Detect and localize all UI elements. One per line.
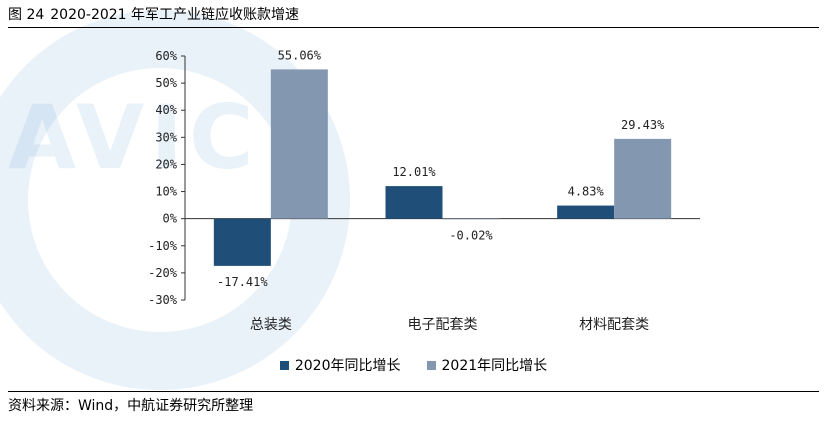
y-tick-label: 30%: [155, 130, 177, 144]
legend-label-2020: 2020年同比增长: [294, 358, 401, 374]
legend-item-2021: 2021年同比增长: [426, 355, 548, 375]
chart-legend: 2020年同比增长 2021年同比增长: [0, 355, 827, 375]
data-label: -0.02%: [449, 228, 493, 242]
data-label: 29.43%: [621, 118, 665, 132]
data-label: 55.06%: [278, 48, 322, 62]
bar-2020: [213, 218, 271, 266]
y-tick-label: 40%: [155, 103, 177, 117]
legend-swatch-2021: [426, 360, 436, 370]
y-tick-label: 60%: [155, 49, 177, 63]
category-label: 总装类: [250, 317, 292, 333]
legend-item-2020: 2020年同比增长: [279, 355, 401, 375]
bar-2021: [270, 69, 328, 219]
y-tick-label: 50%: [155, 76, 177, 90]
bar-chart: 60% 50% 40% 30% 20% 10% 0% -10% -20% -30% -17.41% 5…: [148, 48, 700, 333]
top-rule: [8, 27, 819, 28]
legend-label-2021: 2021年同比增长: [441, 358, 548, 374]
figure-title: 2020-2021 年军工产业链应收账款增速: [50, 7, 300, 23]
data-label: -17.41%: [217, 275, 268, 289]
bottom-rule: [8, 391, 819, 392]
y-tick-label: 10%: [155, 185, 177, 199]
source-note: 资料来源：Wind，中航证券研究所整理: [8, 398, 254, 414]
bar-2020: [385, 186, 443, 219]
data-label: 12.01%: [392, 165, 436, 179]
bar-2020: [557, 205, 615, 219]
bar-2021: [614, 138, 672, 219]
y-tick-label: 20%: [155, 157, 177, 171]
y-tick-label: -10%: [148, 239, 178, 253]
legend-swatch-2020: [279, 360, 289, 370]
category-label: 材料配套类: [579, 317, 649, 333]
bar-2021: [442, 218, 500, 220]
y-tick-label: -20%: [148, 266, 178, 280]
category-label: 电子配套类: [408, 317, 478, 333]
figure-number: 图 24: [8, 7, 45, 23]
y-tick-label: -30%: [148, 293, 178, 307]
figure-header: 图 24 2020-2021 年军工产业链应收账款增速: [8, 4, 299, 26]
y-tick-label: 0%: [163, 212, 178, 226]
data-label: 4.83%: [568, 185, 605, 199]
